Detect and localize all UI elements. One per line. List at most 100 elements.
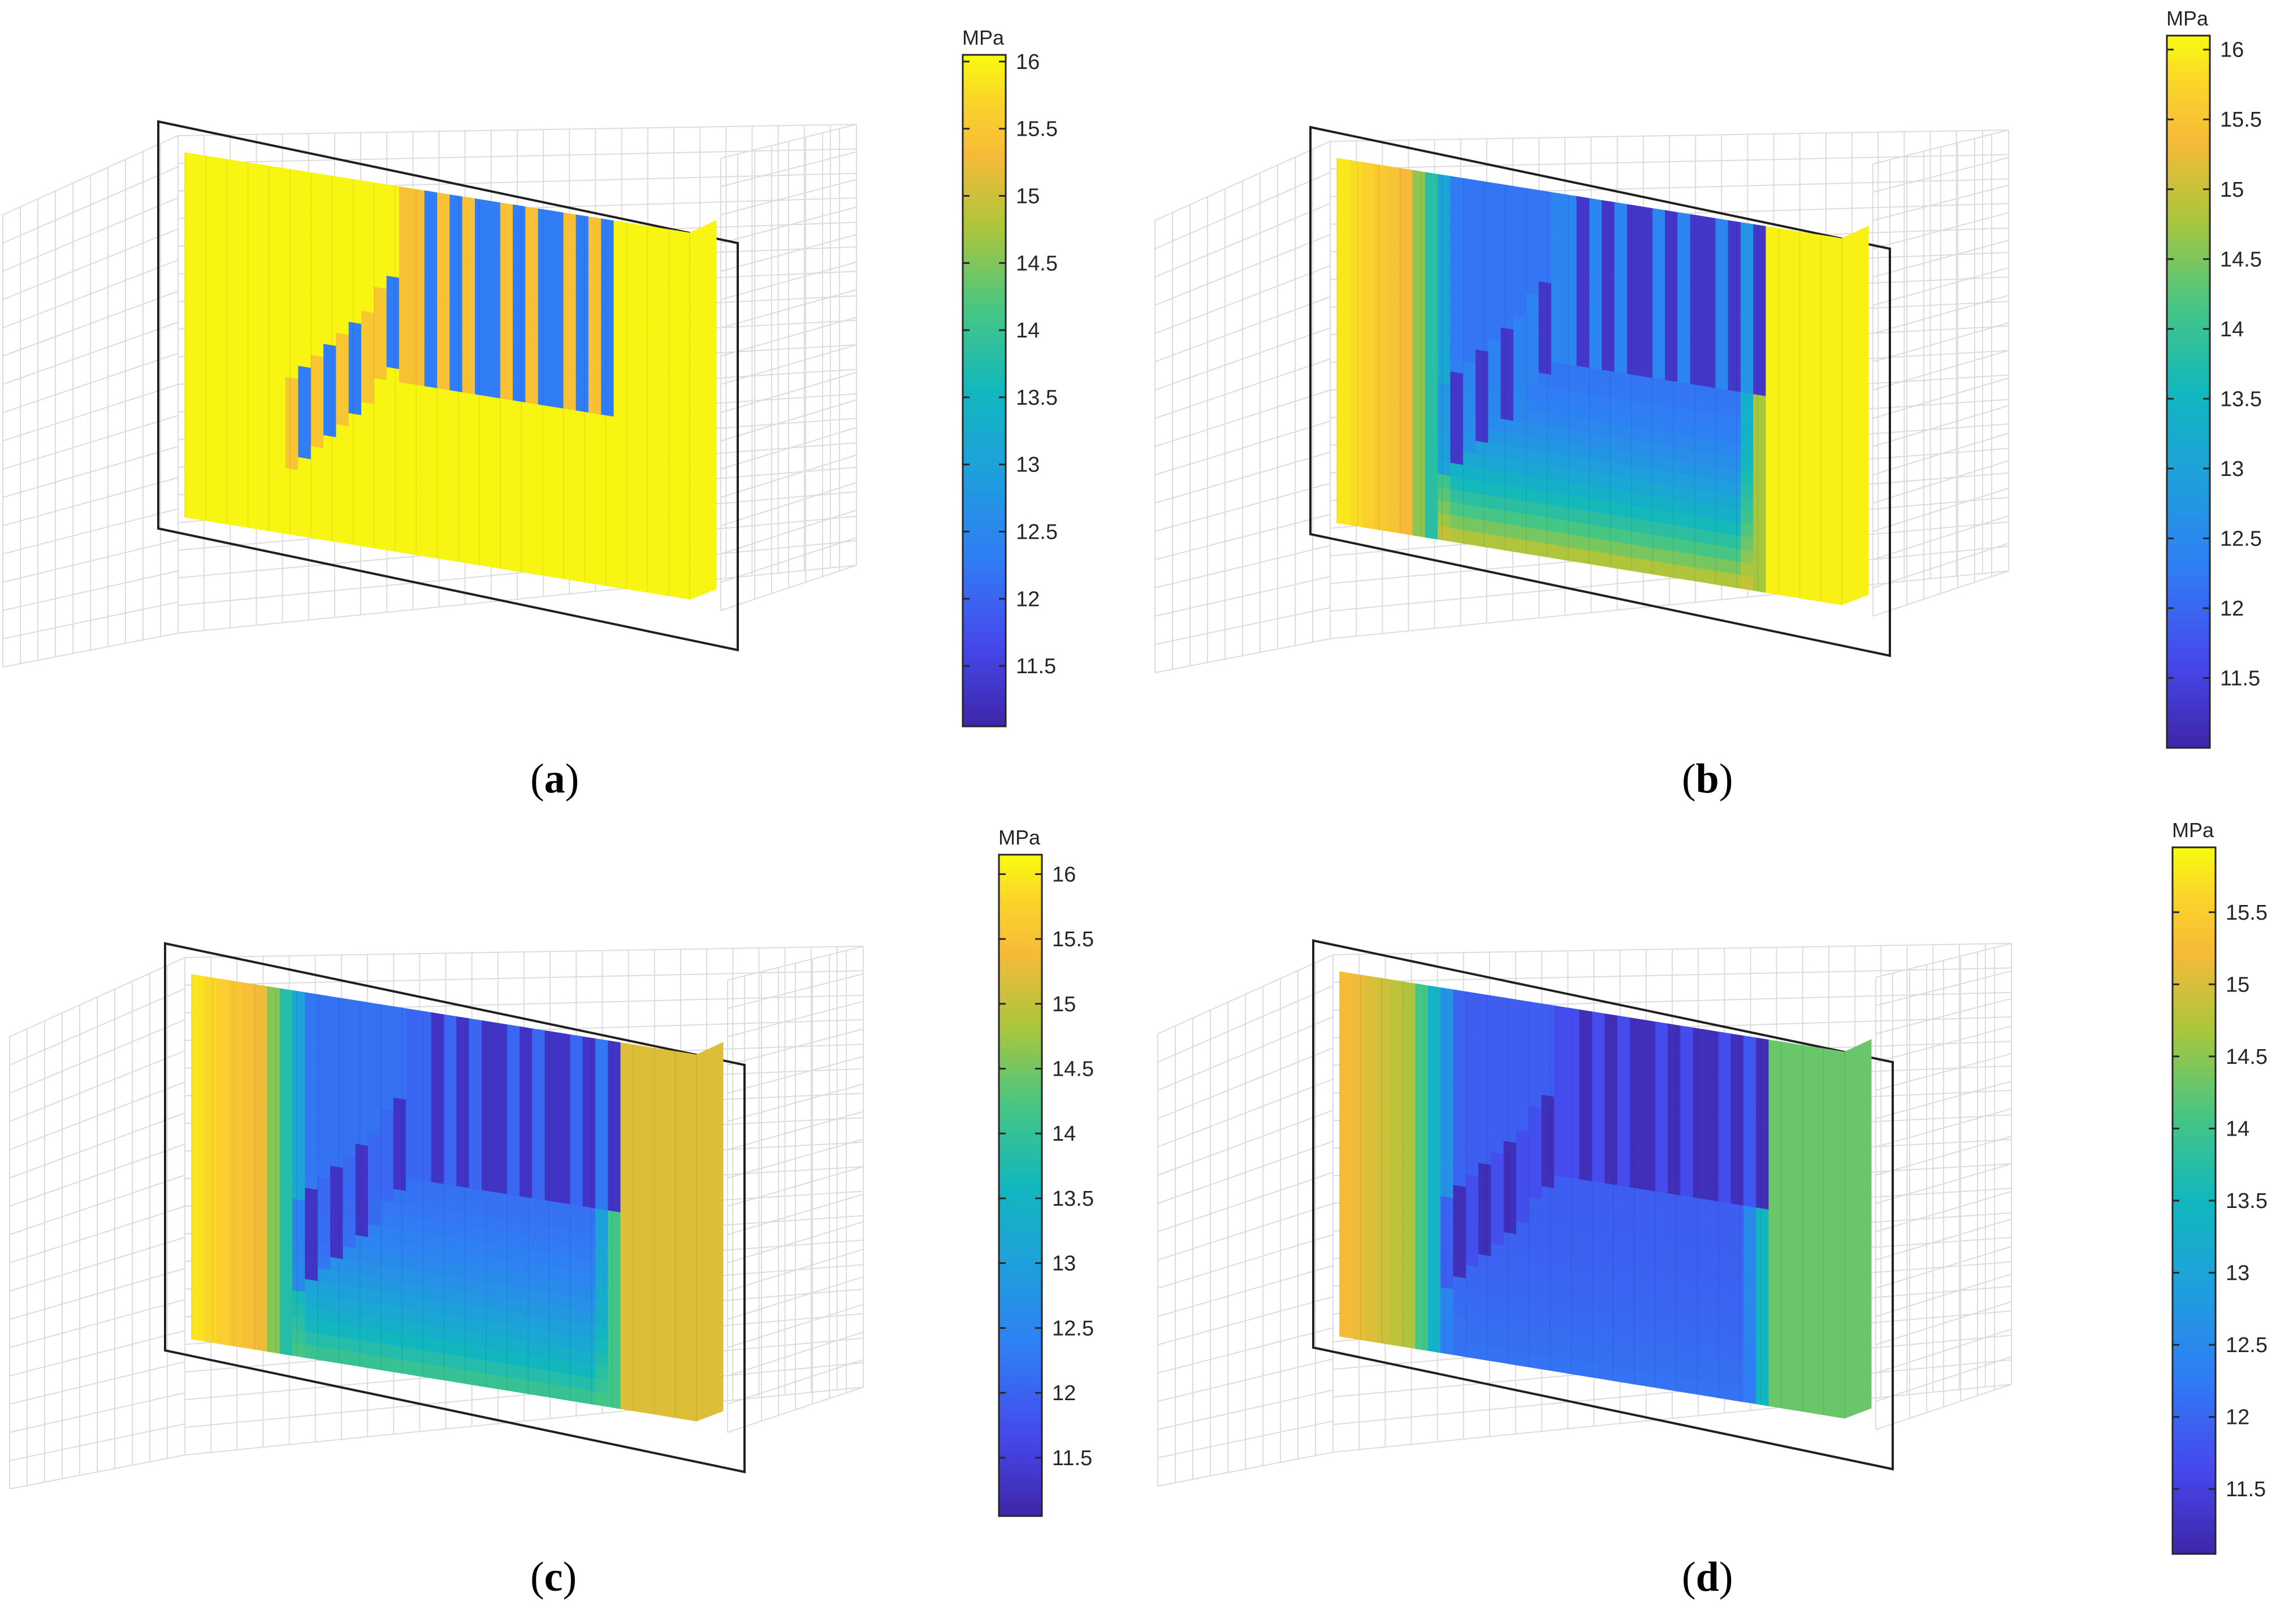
stress-cell [184, 191, 198, 207]
stress-cell [608, 1184, 621, 1200]
stress-cell [1352, 1168, 1366, 1185]
stress-cell [1551, 257, 1565, 273]
stress-cell [557, 1359, 571, 1375]
stress-cell [399, 473, 413, 490]
stress-cell [576, 240, 589, 257]
stress-cell [210, 391, 223, 407]
stress-cell [639, 577, 652, 594]
stress-cell [330, 1270, 344, 1286]
stress-cell [1500, 301, 1514, 317]
stress-cell [626, 314, 640, 330]
stress-cell [1576, 235, 1590, 251]
stress-cell [444, 1079, 457, 1095]
stress-cell [1829, 497, 1842, 514]
stress-cell [449, 403, 463, 419]
stress-cell [386, 432, 400, 448]
stress-cell [1730, 1177, 1744, 1193]
stress-cell [248, 514, 261, 530]
stress-cell [1743, 1192, 1757, 1209]
stress-cell [1576, 457, 1590, 473]
stress-cell [317, 1320, 331, 1336]
stress-cell [1592, 1050, 1606, 1067]
stress-cell [1415, 1218, 1429, 1234]
stress-cell [431, 1051, 444, 1067]
stress-cell [1453, 1263, 1466, 1279]
stress-cell [1336, 262, 1350, 278]
stress-cell [1665, 367, 1678, 383]
stress-cell [1693, 1106, 1706, 1122]
stress-cell [1500, 379, 1514, 396]
stress-cell [608, 1210, 621, 1227]
stress-cell [570, 1322, 583, 1338]
stress-cell [1339, 971, 1353, 988]
stress-cell [348, 257, 362, 272]
stress-cell [520, 1235, 533, 1251]
stress-cell [1503, 1128, 1517, 1144]
stress-cell [412, 514, 425, 531]
stress-cell [1491, 1008, 1504, 1024]
stress-cell [550, 393, 564, 409]
stress-cell [1630, 1121, 1643, 1138]
stress-cell [184, 347, 198, 363]
stress-cell [248, 475, 261, 491]
stress-cell [1728, 376, 1741, 393]
stress-cell [1579, 1179, 1593, 1195]
stress-cell [317, 1124, 331, 1141]
stress-cell [1604, 1340, 1618, 1356]
stress-cell [285, 181, 299, 197]
stress-cell [1352, 1038, 1366, 1054]
stress-cell [355, 1339, 369, 1356]
stress-cell [406, 1164, 419, 1181]
stress-cell [217, 1056, 230, 1072]
stress-cell [1567, 1242, 1580, 1258]
stress-cell [613, 573, 627, 590]
stress-cell [469, 1266, 482, 1283]
stress-cell [557, 1254, 571, 1271]
stress-cell [343, 1102, 356, 1119]
stress-cell [292, 1290, 306, 1306]
stress-cell [1526, 344, 1539, 361]
stress-cell [1491, 1282, 1504, 1298]
stress-cell [1551, 440, 1565, 456]
stress-cell [1652, 534, 1665, 551]
stress-cell [424, 268, 438, 285]
stress-cell [1617, 1198, 1630, 1214]
stress-cell [613, 456, 627, 472]
stress-cell [310, 498, 324, 514]
stress-cell [1576, 209, 1590, 225]
stress-cell [1513, 473, 1527, 489]
stress-cell [1513, 538, 1527, 554]
stress-cell [191, 1261, 205, 1276]
stress-cell [1690, 436, 1703, 452]
grid-line [720, 317, 857, 357]
stress-cell [348, 204, 362, 220]
stress-cell [1803, 546, 1817, 562]
stress-cell [550, 471, 564, 488]
stress-cell [1677, 356, 1691, 372]
stress-cell [1336, 379, 1350, 395]
stress-cell [670, 1338, 685, 1354]
stress-cell [368, 1172, 382, 1188]
stress-cell [1715, 309, 1729, 326]
stress-cell [639, 381, 652, 397]
stress-cell [1680, 1313, 1694, 1329]
stress-cell [1693, 1249, 1706, 1266]
stress-cell [513, 257, 526, 272]
stress-cell [1374, 177, 1388, 193]
stress-cell [1503, 1036, 1517, 1053]
stress-cell [1639, 454, 1653, 470]
stress-cell [639, 237, 652, 254]
stress-cell [1705, 1316, 1719, 1333]
panel-c: MPa 11.5 12 12.5 13 13.5 14 14.5 15 15.5 16 (c) [0, 812, 1138, 1623]
stress-cell [272, 466, 287, 482]
stress-cell [550, 524, 564, 540]
grid-line [1330, 154, 2009, 170]
stress-cell [646, 1229, 659, 1245]
stress-cell [437, 492, 451, 509]
stress-cell [412, 345, 425, 361]
stress-cell [1390, 1305, 1404, 1321]
stress-cell [595, 1038, 609, 1054]
stress-cell [683, 1301, 697, 1317]
stress-cell [336, 411, 349, 427]
stress-cell [601, 362, 615, 378]
